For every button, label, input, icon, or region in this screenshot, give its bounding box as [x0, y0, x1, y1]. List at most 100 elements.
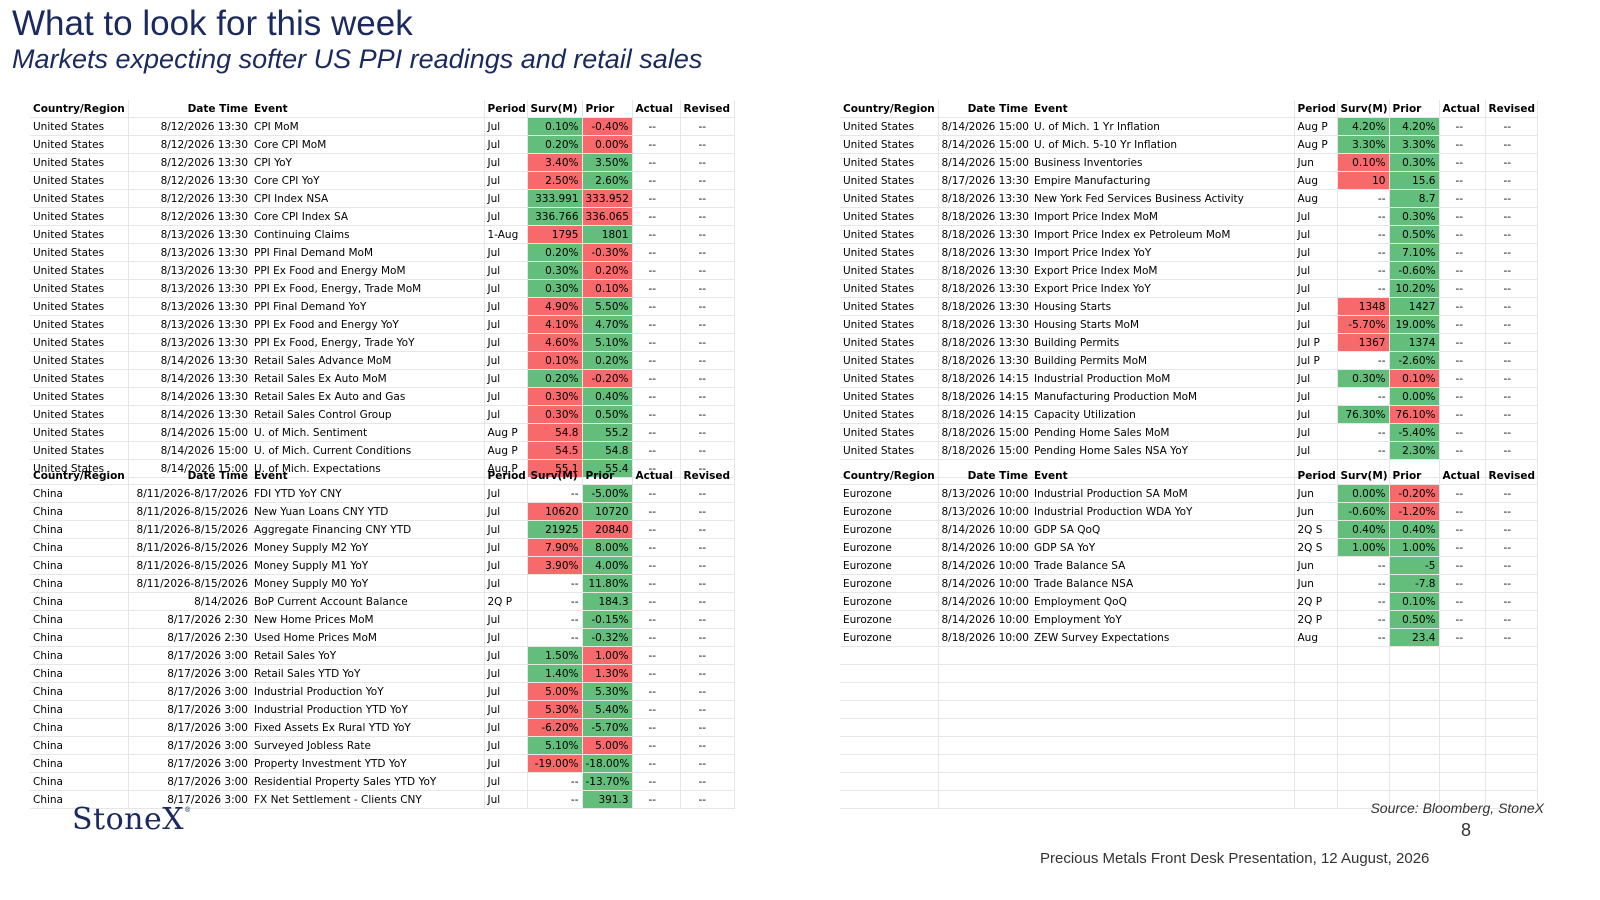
table-row — [840, 736, 1538, 755]
event-cell — [1031, 736, 1294, 755]
event-cell: New York Fed Services Business Activity — [1031, 189, 1294, 208]
actual-cell: -- — [631, 207, 680, 226]
country-cell: United States — [30, 243, 128, 262]
prior-cell: 0.10% — [1388, 369, 1439, 388]
event-cell: PPI Ex Food, Energy, Trade MoM — [251, 279, 484, 298]
event-cell: PPI Ex Food, Energy, Trade YoY — [251, 333, 484, 352]
survey-cell: -- — [526, 790, 582, 809]
actual-cell: -- — [631, 754, 680, 773]
country-cell: China — [30, 718, 128, 737]
revised-cell: -- — [1484, 207, 1538, 226]
country-cell: China — [30, 610, 128, 629]
event-cell: Used Home Prices MoM — [251, 628, 484, 647]
column-header: Actual — [631, 467, 680, 485]
actual-cell: -- — [631, 592, 680, 611]
event-cell: CPI MoM — [251, 117, 484, 136]
country-cell: United States — [840, 243, 938, 262]
datetime-cell — [937, 718, 1031, 737]
column-header: Prior — [581, 100, 632, 118]
table-row: United States 8/14/2026 15:00 U. of Mich. … — [840, 135, 1538, 154]
survey-cell — [1336, 646, 1389, 665]
revised-cell: -- — [1484, 610, 1538, 629]
period-cell: Jul — [1293, 225, 1337, 244]
survey-cell: 5.10% — [526, 736, 582, 755]
country-cell: China — [30, 520, 128, 539]
country-cell — [840, 790, 938, 809]
period-cell: Jul — [483, 610, 527, 629]
datetime-cell: 8/13/2026 13:30 — [127, 225, 251, 244]
datetime-cell: 8/17/2026 3:00 — [127, 646, 251, 665]
survey-cell: 1.00% — [1336, 538, 1389, 557]
actual-cell: -- — [631, 772, 680, 791]
actual-cell: -- — [631, 297, 680, 316]
country-cell: China — [30, 736, 128, 755]
datetime-cell: 8/14/2026 10:00 — [937, 556, 1031, 575]
actual-cell — [1438, 646, 1485, 665]
survey-cell: -- — [526, 772, 582, 791]
period-cell: Aug — [1293, 189, 1337, 208]
country-cell: United States — [840, 333, 938, 352]
country-cell: Eurozone — [840, 484, 938, 503]
table-row: United States 8/18/2026 15:00 Pending Home… — [840, 423, 1538, 442]
event-cell: Aggregate Financing CNY YTD — [251, 520, 484, 539]
china-calendar-table: Country/Region Date Time Event Period Surv(M… — [30, 467, 735, 809]
revised-cell: -- — [679, 556, 735, 575]
revised-cell — [1484, 646, 1538, 665]
survey-cell: 336.766 — [526, 207, 582, 226]
period-cell: Jul — [483, 502, 527, 521]
revised-cell: -- — [1484, 153, 1538, 172]
event-cell: Core CPI YoY — [251, 171, 484, 190]
revised-cell: -- — [679, 441, 735, 460]
period-cell — [1293, 664, 1337, 683]
datetime-cell — [937, 682, 1031, 701]
actual-cell: -- — [631, 736, 680, 755]
survey-cell: 0.10% — [526, 117, 582, 136]
event-cell: GDP SA QoQ — [1031, 520, 1294, 539]
datetime-cell: 8/11/2026-8/15/2026 — [127, 502, 251, 521]
survey-cell: 0.20% — [526, 135, 582, 154]
revised-cell — [1484, 700, 1538, 719]
event-cell: Industrial Production YTD YoY — [251, 700, 484, 719]
country-cell: United States — [30, 441, 128, 460]
country-cell: United States — [30, 405, 128, 424]
column-header: Actual — [1438, 100, 1485, 118]
actual-cell: -- — [631, 574, 680, 593]
prior-cell: 0.20% — [581, 261, 632, 280]
actual-cell: -- — [631, 153, 680, 172]
prior-cell: 11.80% — [581, 574, 632, 593]
table-row: China 8/17/2026 3:00 Retail Sales YTD YoY J… — [30, 664, 735, 683]
event-cell: Trade Balance NSA — [1031, 574, 1294, 593]
event-cell — [1031, 700, 1294, 719]
country-cell: United States — [840, 261, 938, 280]
prior-cell: -0.60% — [1388, 261, 1439, 280]
prior-cell: 8.00% — [581, 538, 632, 557]
actual-cell: -- — [631, 646, 680, 665]
country-cell: United States — [840, 279, 938, 298]
survey-cell: -- — [1336, 423, 1389, 442]
survey-cell: 1.50% — [526, 646, 582, 665]
table-row: China 8/11/2026-8/15/2026 New Yuan Loans C… — [30, 502, 735, 521]
period-cell: Aug — [1293, 628, 1337, 647]
prior-cell: -5 — [1388, 556, 1439, 575]
revised-cell: -- — [679, 628, 735, 647]
datetime-cell: 8/18/2026 15:00 — [937, 423, 1031, 442]
column-header: Period — [1293, 467, 1337, 485]
revised-cell: -- — [679, 351, 735, 370]
table-row: United States 8/13/2026 13:30 PPI Ex Food,… — [30, 333, 735, 352]
table-row: China 8/17/2026 3:00 FX Net Settlement - C… — [30, 790, 735, 809]
table-row: China 8/17/2026 2:30 New Home Prices MoM Ju… — [30, 610, 735, 629]
survey-cell — [1336, 754, 1389, 773]
period-cell: Aug P — [1293, 135, 1337, 154]
datetime-cell: 8/13/2026 13:30 — [127, 279, 251, 298]
survey-cell: -- — [1336, 574, 1389, 593]
datetime-cell: 8/18/2026 13:30 — [937, 261, 1031, 280]
revised-cell: -- — [679, 423, 735, 442]
event-cell — [1031, 718, 1294, 737]
revised-cell — [1484, 772, 1538, 791]
revised-cell: -- — [1484, 484, 1538, 503]
table-row — [840, 754, 1538, 773]
event-cell: Building Permits MoM — [1031, 351, 1294, 370]
revised-cell: -- — [679, 700, 735, 719]
survey-cell: -- — [1336, 243, 1389, 262]
revised-cell: -- — [1484, 261, 1538, 280]
